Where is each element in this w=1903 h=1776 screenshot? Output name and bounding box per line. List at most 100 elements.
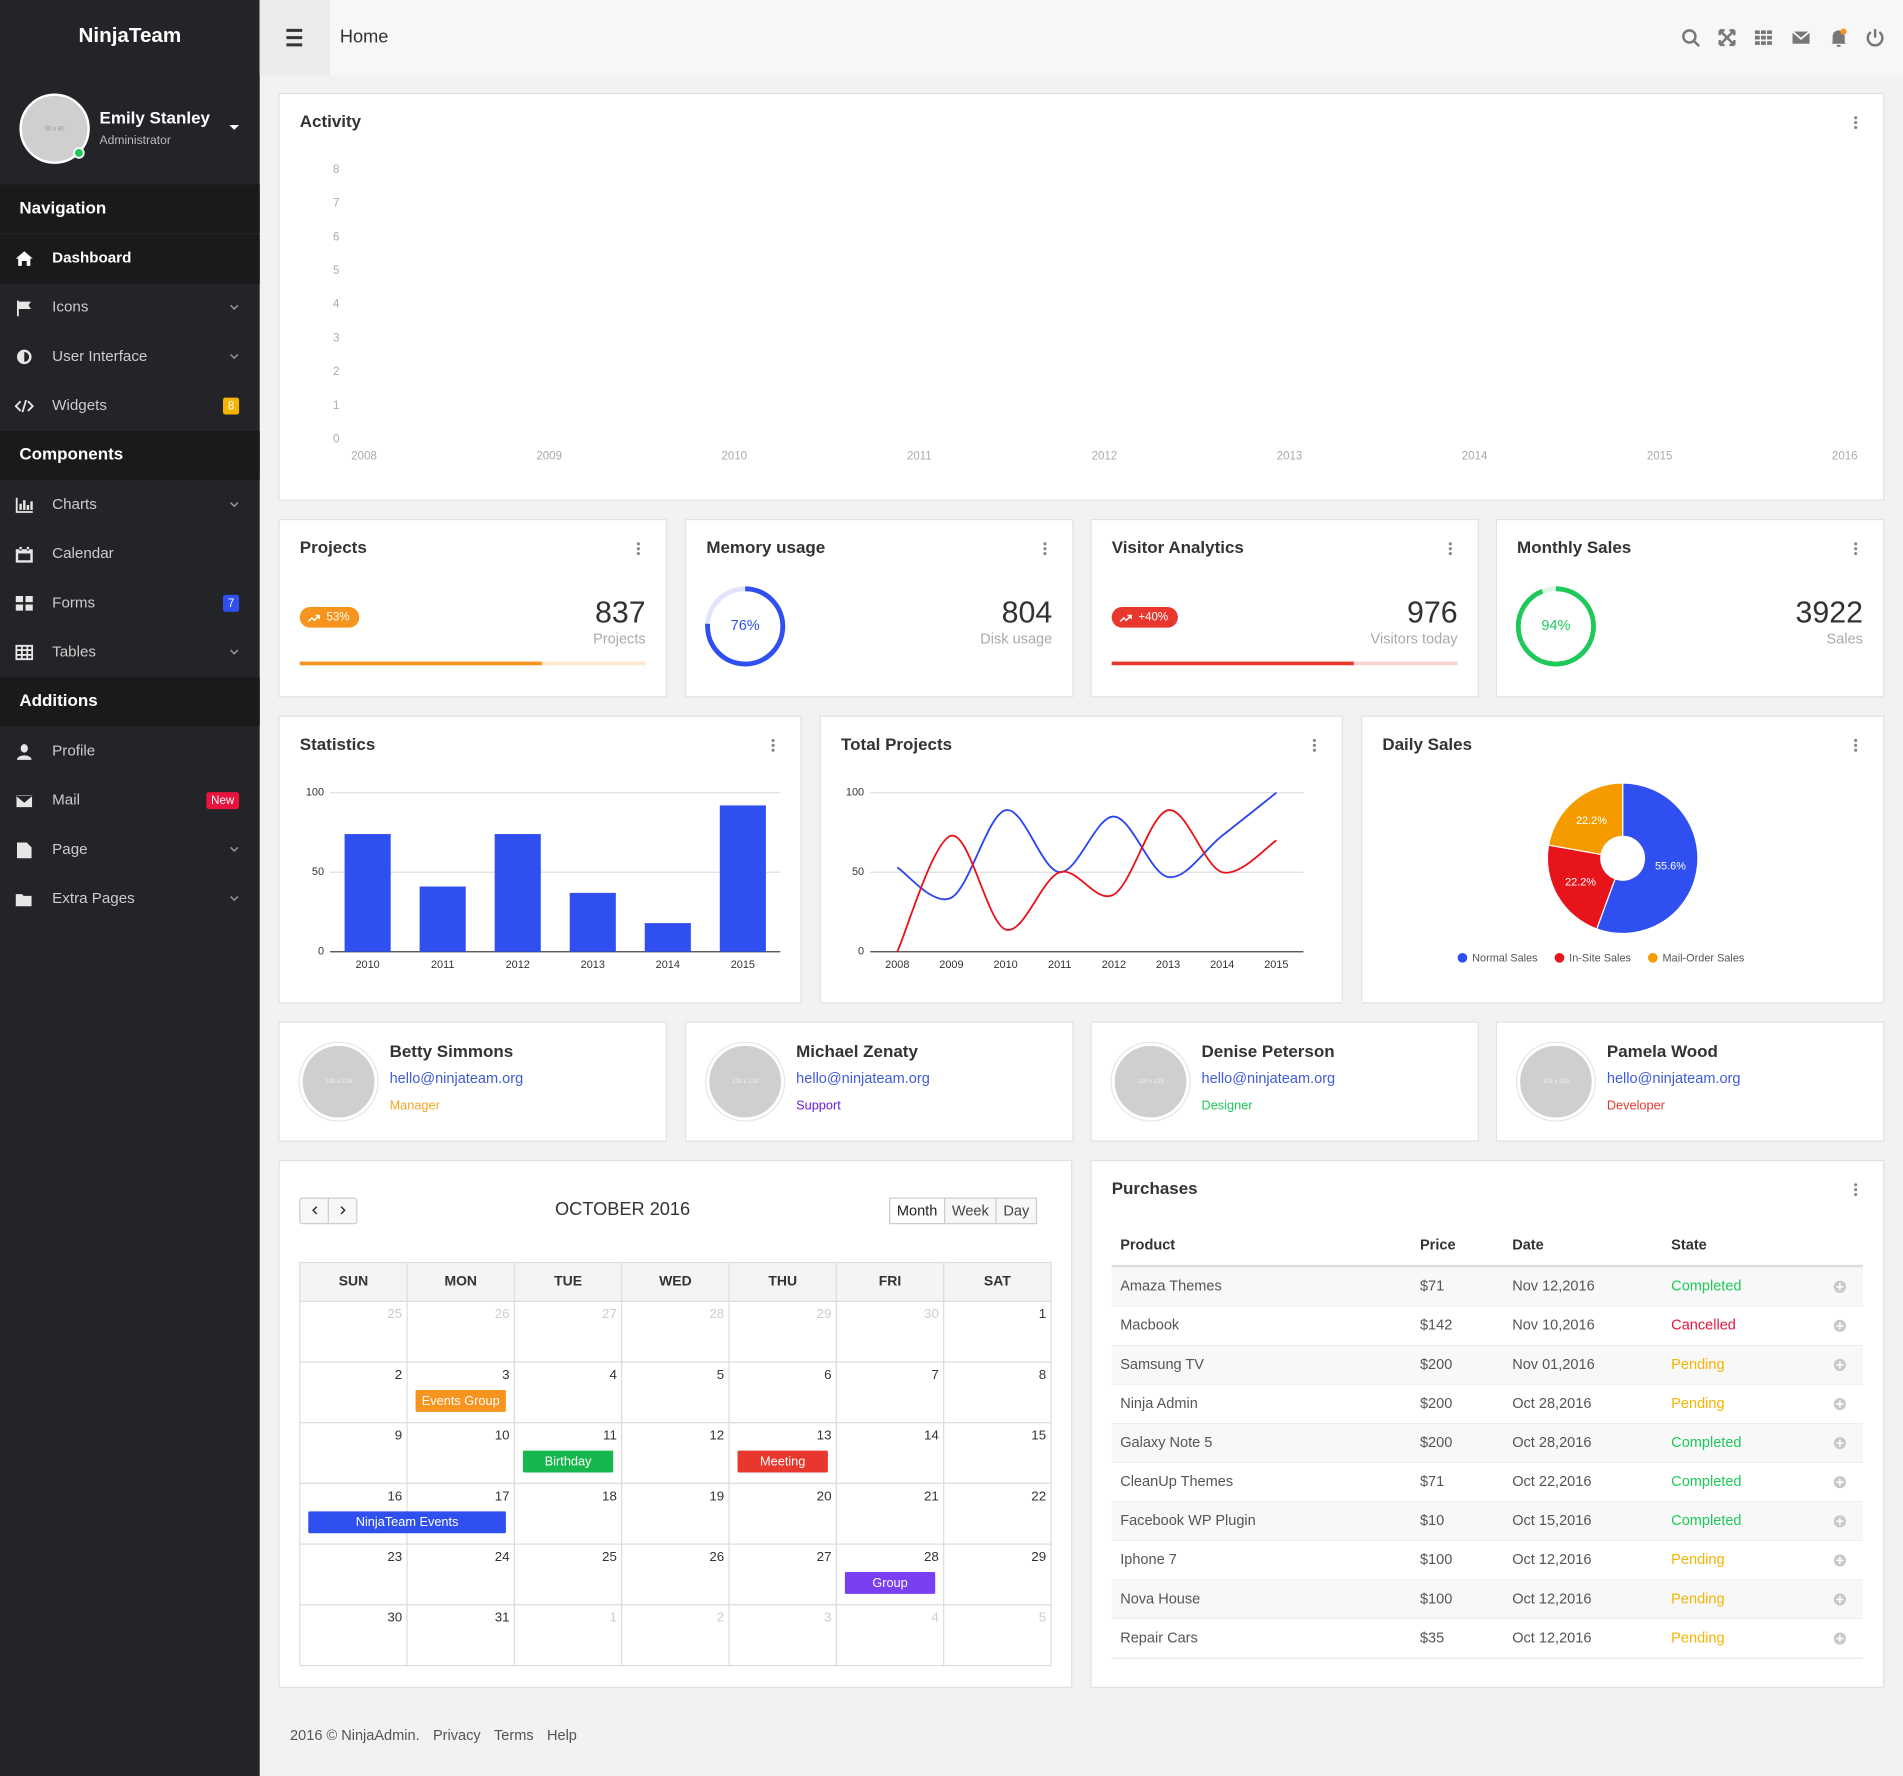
x-tick-label: 2010 xyxy=(993,959,1017,971)
cell: Oct 15,2016 xyxy=(1512,1513,1591,1529)
calendar-event[interactable]: Group xyxy=(844,1572,936,1594)
legend-label: Mail-Order Sales xyxy=(1663,952,1745,964)
day-number: 6 xyxy=(824,1367,831,1382)
row-action[interactable] xyxy=(1833,1554,1846,1567)
row-action[interactable] xyxy=(1833,1319,1846,1332)
nav-icon xyxy=(16,842,32,859)
state: Completed xyxy=(1671,1279,1741,1295)
nav-label: Profile xyxy=(52,742,95,759)
weekday: WED xyxy=(659,1273,692,1289)
calendar-event[interactable]: Events Group xyxy=(415,1389,506,1412)
cell: Samsung TV xyxy=(1120,1357,1204,1373)
row-action[interactable] xyxy=(1833,1397,1846,1411)
nav-item[interactable]: Widgets 8 xyxy=(14,397,240,415)
card-title: Activity xyxy=(300,112,362,131)
fullscreen-icon[interactable] xyxy=(1718,29,1736,47)
search-icon[interactable] xyxy=(1682,29,1700,47)
card-title: Visitor Analytics xyxy=(1112,538,1244,557)
nav-icon xyxy=(15,793,34,809)
nav-item[interactable]: Calendar xyxy=(15,545,114,563)
row-action[interactable] xyxy=(1833,1280,1846,1293)
row-action[interactable] xyxy=(1833,1476,1846,1489)
x-tick-label: 2013 xyxy=(1156,959,1180,971)
y-tick-label: 4 xyxy=(333,299,340,311)
event-title: Events Group xyxy=(422,1393,500,1408)
row-action[interactable] xyxy=(1833,1437,1846,1450)
nav-icon xyxy=(15,546,33,563)
avatar-placeholder: 128 x 128 xyxy=(1543,1079,1570,1085)
menu-dot xyxy=(1854,748,1858,752)
nav-chevron xyxy=(230,895,239,902)
event-bar xyxy=(844,1572,936,1594)
nav-item[interactable]: Dashboard xyxy=(0,234,260,284)
nav-item[interactable]: Profile xyxy=(16,742,95,760)
card-menu[interactable] xyxy=(1854,738,1858,752)
card-menu[interactable] xyxy=(771,738,775,752)
card-menu[interactable] xyxy=(1043,542,1047,556)
sidebar xyxy=(0,0,260,1776)
nav-item[interactable]: Icons xyxy=(16,299,239,317)
contact-role: Designer xyxy=(1202,1097,1254,1112)
menu-toggle[interactable] xyxy=(259,0,331,76)
calendar-event[interactable]: NinjaTeam Events xyxy=(308,1511,506,1534)
card-menu[interactable] xyxy=(1854,542,1858,556)
apps-icon[interactable] xyxy=(1754,30,1772,45)
user-caret[interactable] xyxy=(229,125,240,130)
row-action[interactable] xyxy=(1833,1632,1846,1645)
nav-item[interactable]: Page xyxy=(16,841,239,859)
day-cell xyxy=(835,1300,945,1363)
row-action[interactable] xyxy=(1833,1593,1846,1606)
card-menu[interactable] xyxy=(1854,1183,1858,1197)
day-cell xyxy=(299,1604,408,1667)
x-tick-label: 2014 xyxy=(656,959,680,971)
day-number: 3 xyxy=(502,1367,509,1382)
nav-item[interactable]: Tables xyxy=(15,643,239,660)
footer-link[interactable]: Terms xyxy=(494,1728,534,1744)
day-cell xyxy=(835,1482,945,1545)
calendar-event[interactable]: Meeting xyxy=(737,1450,828,1473)
card-menu[interactable] xyxy=(1854,116,1858,130)
nav-item[interactable]: Forms 7 xyxy=(15,594,240,612)
menu-dot xyxy=(1448,547,1452,551)
row-action[interactable] xyxy=(1833,1358,1846,1372)
nav-item[interactable]: Charts xyxy=(15,496,239,513)
x-tick-label: 2010 xyxy=(356,959,380,971)
state: Pending xyxy=(1671,1630,1724,1646)
footer-link[interactable]: Privacy xyxy=(433,1728,481,1744)
nav-item[interactable]: Extra Pages xyxy=(15,890,239,907)
view-button[interactable]: Day xyxy=(995,1197,1038,1225)
view-button[interactable]: Month xyxy=(888,1197,946,1225)
table-row xyxy=(1111,1462,1863,1502)
card-menu[interactable] xyxy=(1312,738,1316,752)
cell: CleanUp Themes xyxy=(1120,1474,1233,1490)
day-number: 29 xyxy=(817,1306,832,1321)
day-cell xyxy=(943,1300,1052,1363)
action-plus xyxy=(1836,1400,1844,1408)
y-tick-label: 100 xyxy=(306,787,324,799)
calendar-nav[interactable] xyxy=(299,1197,358,1225)
menu-dot xyxy=(1854,542,1858,546)
notification-icon[interactable] xyxy=(1831,28,1847,47)
day-cell xyxy=(406,1604,516,1667)
x-tick-label: 2010 xyxy=(721,450,747,462)
table-row xyxy=(1111,1619,1863,1659)
nav-label: Charts xyxy=(52,496,97,513)
cell: $200 xyxy=(1420,1435,1452,1451)
menu-dot xyxy=(1854,1183,1858,1187)
nav-item[interactable]: User Interface xyxy=(16,348,239,365)
calendar-event[interactable]: Birthday xyxy=(522,1450,614,1473)
cell: Amaza Themes xyxy=(1120,1279,1222,1295)
power-icon[interactable] xyxy=(1866,29,1884,47)
action-plus xyxy=(1836,1595,1844,1604)
day-number: 4 xyxy=(931,1610,939,1625)
user-role: Administrator xyxy=(100,133,171,147)
mail-icon[interactable] xyxy=(1791,30,1811,44)
row-action[interactable] xyxy=(1833,1515,1846,1528)
view-button[interactable]: Week xyxy=(943,1197,997,1225)
nav-item[interactable]: Mail New xyxy=(15,792,240,810)
footer-link[interactable]: Help xyxy=(547,1728,577,1744)
state: Pending xyxy=(1671,1396,1724,1412)
card-menu[interactable] xyxy=(636,542,640,556)
day-number: 25 xyxy=(602,1549,617,1564)
card-menu[interactable] xyxy=(1448,542,1452,556)
